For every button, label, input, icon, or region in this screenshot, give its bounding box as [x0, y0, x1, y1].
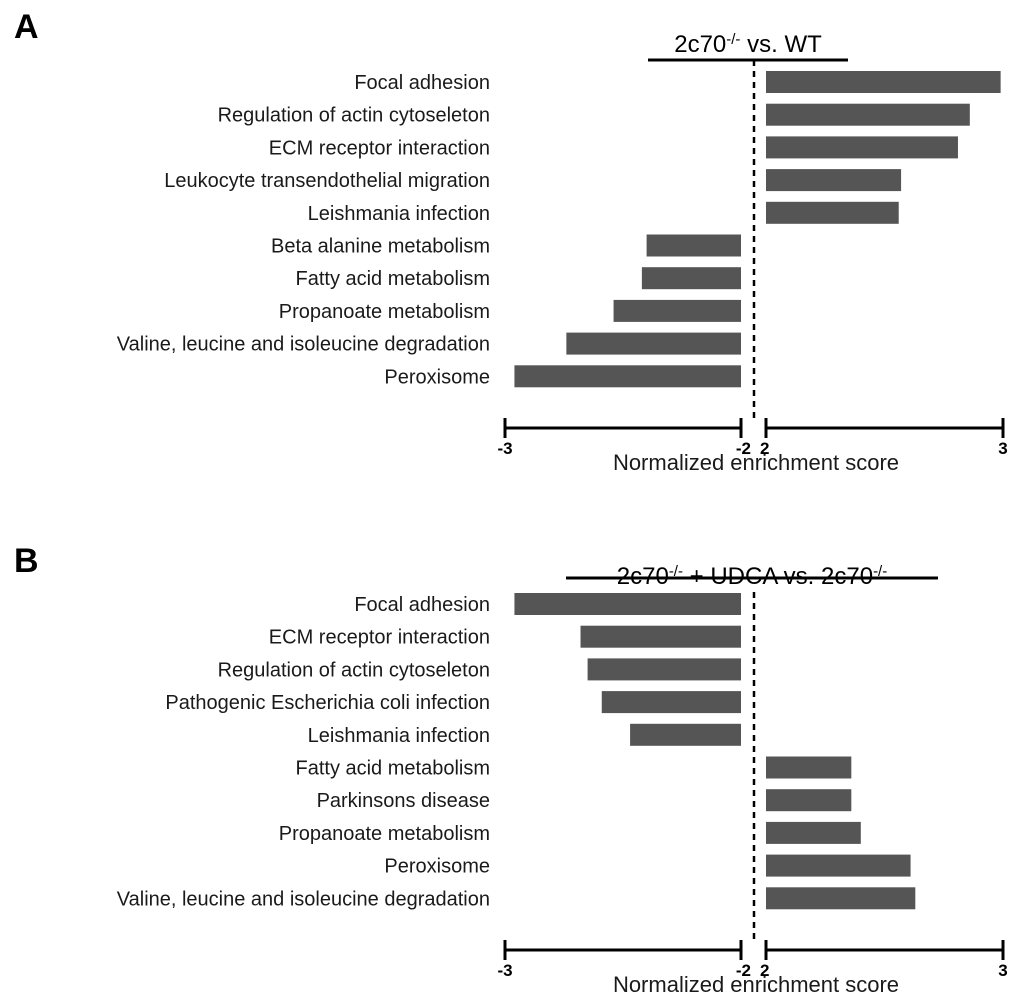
- panel-b-letter: B: [14, 542, 39, 580]
- panel-b-bar: [580, 625, 741, 648]
- panel-a-category-label: Propanoate metabolism: [279, 301, 490, 323]
- panel-b-category-label: Leishmania infection: [308, 725, 490, 747]
- panel-a-category-label: Fatty acid metabolism: [295, 268, 490, 290]
- panel-a-bar: [514, 365, 741, 388]
- panel-a-bar: [766, 201, 899, 224]
- panel-b-category-label: Parkinsons disease: [317, 790, 490, 812]
- panel-b-bar: [630, 723, 741, 746]
- panel-b-bar: [766, 789, 852, 812]
- panel-b-category-label: Regulation of actin cytoseleton: [218, 659, 490, 681]
- panel-a-tick-label: 2: [760, 439, 769, 458]
- panel-b-bar: [514, 593, 741, 615]
- panel-a-xlabel: Normalized enrichment score: [613, 450, 899, 475]
- panel-a-title-part: 2c70: [674, 31, 726, 58]
- panel-b-category-label: Fatty acid metabolism: [295, 758, 490, 780]
- panel-b-bar: [766, 887, 916, 910]
- panel-b-bar: [587, 658, 741, 681]
- panel-b-category-label: ECM receptor interaction: [269, 627, 490, 649]
- panel-a-letter: A: [14, 8, 39, 46]
- panel-a-tick-label: 3: [998, 439, 1007, 458]
- panel-a-tick-label: -2: [736, 439, 751, 458]
- panel-a-bar: [766, 103, 970, 126]
- panel-a-bar: [766, 169, 902, 192]
- panel-b-title-part: -/-: [873, 563, 887, 580]
- panel-b-category-label: Valine, leucine and isoleucine degradati…: [117, 888, 490, 910]
- panel-a-category-label: Peroxisome: [384, 366, 490, 388]
- panel-b-title-part: -/-: [669, 563, 683, 580]
- panel-b-title: 2c70-/- + UDCA vs. 2c70-/-: [617, 563, 887, 590]
- panel-a-category-label: Leukocyte transendothelial migration: [164, 170, 490, 192]
- panel-b-tick-label: 2: [760, 961, 769, 980]
- panel-a-category-label: ECM receptor interaction: [269, 137, 490, 159]
- panel-a-title-part: vs. WT: [740, 31, 822, 58]
- panel-a-bar: [566, 332, 741, 355]
- panel-b-bar: [766, 854, 911, 877]
- panel-a-bar: [766, 71, 1001, 93]
- panel-a-bar: [613, 299, 741, 322]
- panel-b-xlabel: Normalized enrichment score: [613, 972, 899, 997]
- panel-a-title: 2c70-/- vs. WT: [674, 31, 822, 58]
- panel-b-bar: [766, 821, 861, 844]
- panel-a-bar: [641, 267, 741, 290]
- panel-a-category-label: Valine, leucine and isoleucine degradati…: [117, 334, 490, 356]
- panel-b-tick-label: 3: [998, 961, 1007, 980]
- panel-a-tick-label: -3: [497, 439, 512, 458]
- panel-a-category-label: Focal adhesion: [354, 72, 490, 94]
- panel-b-category-label: Focal adhesion: [354, 594, 490, 616]
- panel-b-category-label: Peroxisome: [384, 856, 490, 878]
- panel-b-tick-label: -2: [736, 961, 751, 980]
- panel-b-category-label: Propanoate metabolism: [279, 823, 490, 845]
- panel-a-category-label: Leishmania infection: [308, 203, 490, 225]
- panel-a-title-part: -/-: [726, 31, 740, 48]
- panel-a-bar: [766, 136, 958, 159]
- panel-b-bar: [766, 756, 852, 779]
- panel-a-category-label: Beta alanine metabolism: [271, 236, 490, 258]
- panel-b-tick-label: -3: [497, 961, 512, 980]
- panel-b-bar: [601, 691, 741, 714]
- panel-a-bar: [646, 234, 741, 257]
- panel-b-category-label: Pathogenic Escherichia coli infection: [165, 692, 490, 714]
- panel-a-category-label: Regulation of actin cytoseleton: [218, 105, 490, 127]
